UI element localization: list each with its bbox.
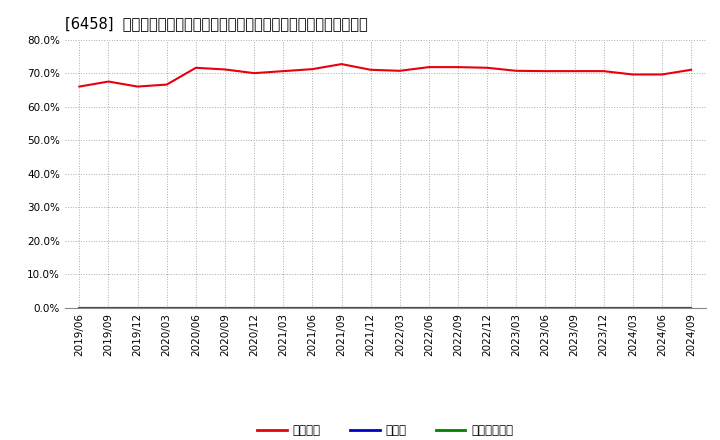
- Text: [6458]  自己資本、のれん、繰延税金資産の総資産に対する比率の推移: [6458] 自己資本、のれん、繰延税金資産の総資産に対する比率の推移: [65, 16, 367, 32]
- Legend: 自己資本, のれん, 繰延税金資産: 自己資本, のれん, 繰延税金資産: [252, 419, 518, 440]
